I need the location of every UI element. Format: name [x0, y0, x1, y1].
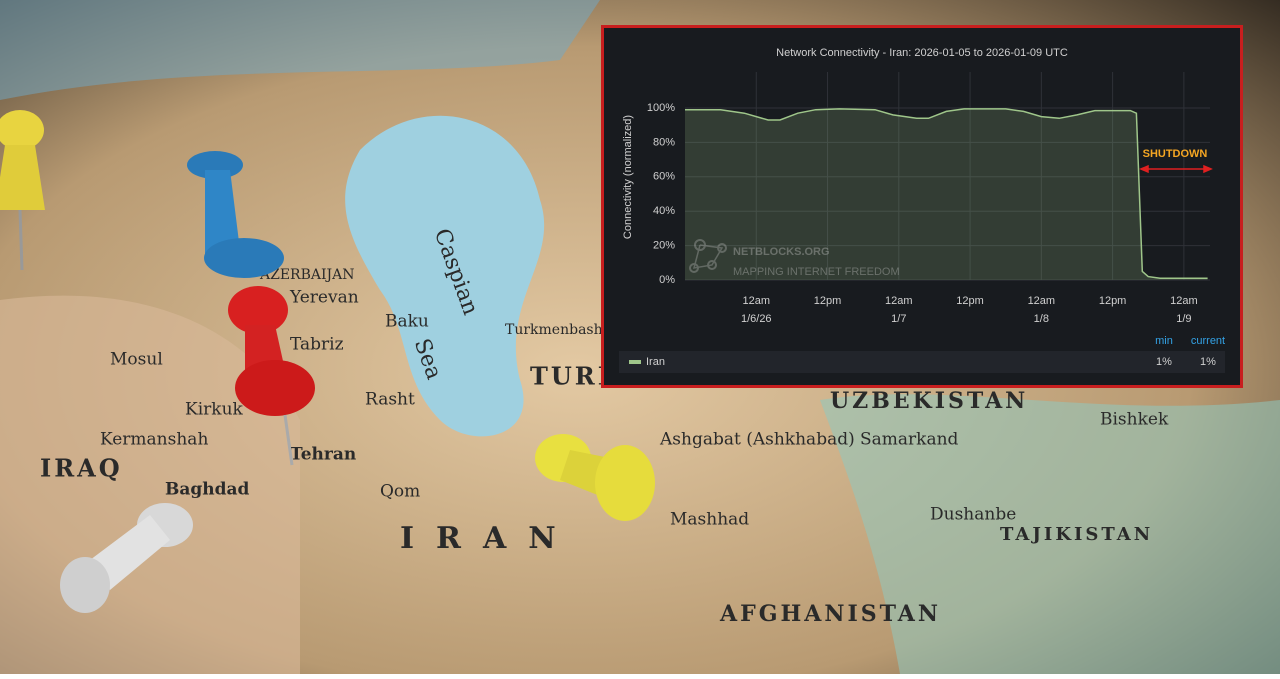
x-tick-label: 12am [885, 295, 913, 307]
y-tick-label: 60% [653, 171, 675, 183]
map-label: Yerevan [289, 288, 359, 308]
watermark: NETBLOCKS.ORG MAPPING INTERNET FREEDOM [689, 239, 900, 278]
map-label: Mosul [110, 350, 163, 370]
map-label: TAJIKISTAN [1000, 524, 1153, 545]
grid [685, 72, 1210, 281]
legend-row [619, 351, 1225, 373]
map-label: Kermanshah [100, 430, 208, 450]
y-axis-title: Connectivity (normalized) [622, 115, 634, 239]
x-tick-label: 12pm [956, 295, 984, 307]
y-tick-label: 0% [659, 274, 675, 286]
chart-title: Network Connectivity - Iran: 2026-01-05 … [776, 47, 1068, 59]
series-line [685, 108, 1208, 280]
legend-column-header: min [1155, 335, 1173, 347]
map-label: Tehran [290, 445, 356, 465]
x-tick-label: 12am [1028, 295, 1056, 307]
annotation: SHUTDOWN [1143, 148, 1208, 160]
y-tick-label: 80% [653, 136, 675, 148]
legend-swatch [629, 360, 641, 364]
x-tick-label: 1/7 [891, 313, 906, 325]
map-label: Bishkek [1100, 410, 1169, 430]
map-label: Qom [380, 482, 420, 502]
map-label: Baku [385, 312, 429, 332]
y-tick-label: 20% [653, 240, 675, 252]
x-tick-label: 1/6/26 [741, 313, 772, 325]
map-label: Ashgabat (Ashkhabad) [659, 430, 855, 450]
annotation-arrow [1139, 164, 1213, 174]
chart-panel: Network Connectivity - Iran: 2026-01-05 … [601, 25, 1243, 388]
series-area [685, 108, 1208, 281]
map-label: Mashhad [670, 510, 749, 530]
map-label: IRAQ [40, 454, 123, 483]
watermark-title: NETBLOCKS.ORG [733, 246, 830, 258]
map-label: Baghdad [165, 480, 250, 500]
x-tick-label: 12pm [814, 295, 842, 307]
map-label: IRAN [400, 521, 578, 556]
x-tick-label: 1/9 [1176, 313, 1191, 325]
y-tick-label: 40% [653, 205, 675, 217]
x-tick-label: 12pm [1099, 295, 1127, 307]
map-label: UZBEKISTAN [830, 388, 1028, 414]
x-tick-label: 1/8 [1034, 313, 1049, 325]
map-label: Samarkand [860, 430, 959, 450]
map-label: Dushanbe [930, 505, 1016, 525]
legend-stat: 1% [1200, 356, 1216, 368]
map-label: Kirkuk [185, 400, 244, 420]
map-label: Rasht [365, 390, 415, 410]
watermark-subtitle: MAPPING INTERNET FREEDOM [733, 266, 900, 278]
x-tick-label: 12am [1170, 295, 1198, 307]
legend-stat: 1% [1156, 356, 1172, 368]
panel-frame [601, 25, 1243, 388]
map-label: AZERBAIJAN [259, 267, 355, 283]
map-label: AFGHANISTAN [719, 601, 941, 627]
map-label: Turkmenbashi [505, 322, 608, 338]
legend-column-header: current [1191, 335, 1225, 347]
y-tick-label: 100% [647, 102, 675, 114]
legend-label: Iran [646, 356, 665, 368]
map-label: Tabriz [290, 335, 344, 355]
map-pins [0, 110, 655, 613]
x-tick-label: 12am [743, 295, 771, 307]
